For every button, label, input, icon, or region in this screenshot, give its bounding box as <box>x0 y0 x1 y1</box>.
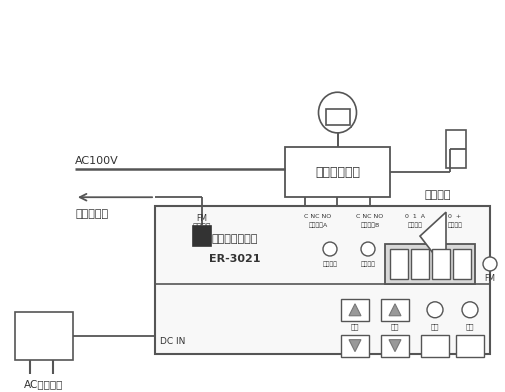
Text: AC100V: AC100V <box>75 156 119 166</box>
Polygon shape <box>420 212 446 270</box>
Text: 緊急告知受信機: 緊急告知受信機 <box>212 234 258 244</box>
Bar <box>385 244 475 284</box>
Polygon shape <box>389 340 401 352</box>
Text: 運用: 運用 <box>466 324 474 330</box>
Text: C NC NO: C NC NO <box>357 214 384 219</box>
Bar <box>453 249 471 279</box>
Bar <box>456 335 484 357</box>
Bar <box>390 249 408 279</box>
Bar <box>446 131 466 168</box>
Text: 選局: 選局 <box>351 324 359 330</box>
Bar <box>421 335 449 357</box>
Text: 試験放送: 試験放送 <box>323 261 337 267</box>
Bar <box>325 113 350 127</box>
Text: アンテナへ: アンテナへ <box>75 209 108 219</box>
Text: スピーカ: スピーカ <box>425 190 451 200</box>
Circle shape <box>361 242 375 256</box>
Bar <box>193 226 211 246</box>
Text: 設定: 設定 <box>431 324 439 330</box>
Text: 0  +: 0 + <box>448 214 462 219</box>
Bar <box>432 249 450 279</box>
Circle shape <box>462 302 478 318</box>
Bar <box>15 312 73 359</box>
Text: ACアダプタ: ACアダプタ <box>24 379 64 390</box>
Text: 0  1  A: 0 1 A <box>405 214 425 219</box>
Bar <box>381 335 409 357</box>
Circle shape <box>483 257 497 271</box>
Text: DC IN: DC IN <box>160 337 185 346</box>
Text: FM: FM <box>196 214 208 223</box>
Text: 音量: 音量 <box>391 324 399 330</box>
Text: 中継ボックス: 中継ボックス <box>315 166 360 179</box>
Bar <box>341 299 369 321</box>
Circle shape <box>427 302 443 318</box>
Bar <box>326 109 349 125</box>
Circle shape <box>323 242 337 256</box>
Text: 接点出力B: 接点出力B <box>361 222 380 228</box>
Text: ER-3021: ER-3021 <box>209 254 261 264</box>
Text: 制御出力: 制御出力 <box>408 222 423 228</box>
Polygon shape <box>349 340 361 352</box>
Polygon shape <box>349 304 361 316</box>
Text: FM: FM <box>484 274 495 283</box>
Bar <box>341 335 369 357</box>
Text: アンテナ: アンテナ <box>193 222 211 231</box>
Bar <box>381 299 409 321</box>
Text: 警報放送: 警報放送 <box>361 261 376 267</box>
Text: スピーカ: スピーカ <box>447 222 463 228</box>
Polygon shape <box>389 304 401 316</box>
Bar <box>411 249 429 279</box>
Bar <box>285 147 390 197</box>
Ellipse shape <box>319 92 357 133</box>
Bar <box>155 206 490 354</box>
Text: C NC NO: C NC NO <box>305 214 332 219</box>
Text: 接点出力A: 接点出力A <box>309 222 328 228</box>
